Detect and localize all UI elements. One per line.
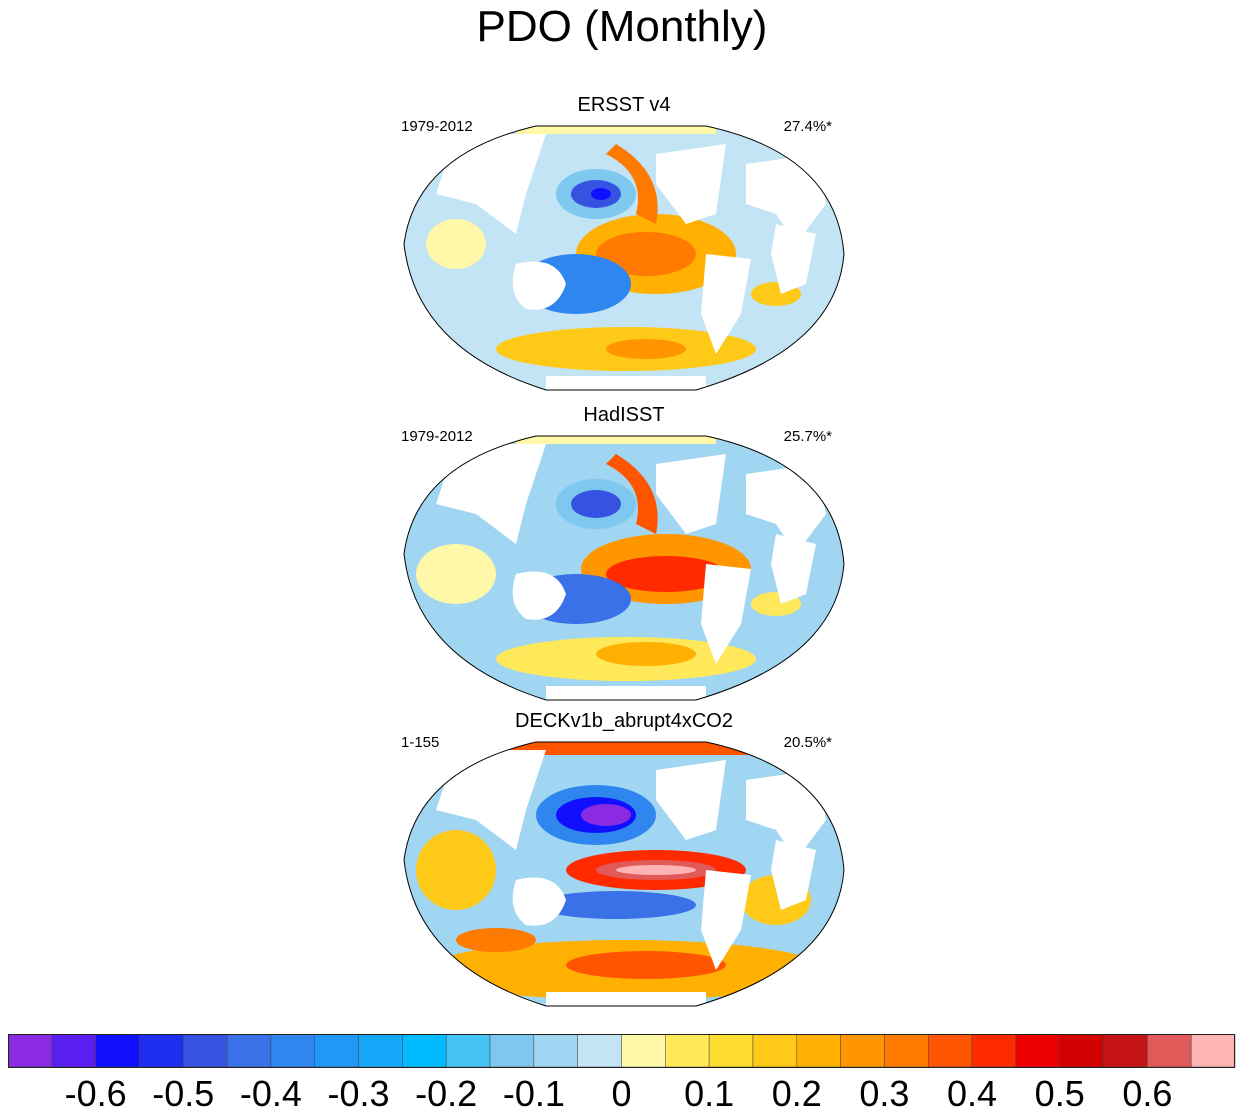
colorbar-swatch <box>971 1034 1017 1068</box>
colorbar-swatch <box>1190 1034 1236 1068</box>
panel-variance: 25.7%* <box>783 428 832 445</box>
colorbar-swatch <box>1103 1034 1148 1068</box>
colorbar-swatch <box>665 1034 710 1068</box>
colorbar-swatch <box>95 1034 140 1068</box>
colorbar-tick-label: 0.4 <box>947 1073 997 1114</box>
figure-title: PDO (Monthly) <box>476 2 768 51</box>
colorbar-tick-label: 0.6 <box>1122 1073 1172 1114</box>
colorbar-swatch <box>1059 1034 1104 1068</box>
colorbar-tick-label: 0.2 <box>772 1073 822 1114</box>
panel-deck: DECKv1b_abrupt4xCO2 1-155 20.5%* <box>396 710 852 1010</box>
colorbar-swatch <box>139 1034 184 1068</box>
colorbar-border <box>8 1034 1235 1068</box>
panel-period: 1-155 <box>401 734 440 751</box>
colorbar-swatch <box>708 1034 754 1068</box>
map-ersst <box>403 125 845 391</box>
panel-period: 1979-2012 <box>401 118 473 135</box>
colorbar-swatch <box>8 1034 53 1068</box>
colorbar-swatch <box>840 1034 885 1068</box>
colorbar-swatch <box>489 1034 535 1068</box>
colorbar-swatch <box>884 1034 929 1068</box>
colorbar-tick-label: -0.6 <box>65 1073 127 1114</box>
colorbar-swatch <box>533 1034 578 1068</box>
map-deck <box>403 741 845 1007</box>
colorbar-tick-label: 0.5 <box>1035 1073 1085 1114</box>
colorbar-swatch <box>752 1034 798 1068</box>
colorbar-swatch <box>621 1034 666 1068</box>
panel-variance: 20.5%* <box>783 734 832 751</box>
colorbar-swatch <box>226 1034 272 1068</box>
colorbar-tick-label: 0.1 <box>684 1073 734 1114</box>
colorbar-swatch <box>928 1034 973 1068</box>
panel-title: HadISST <box>583 404 665 426</box>
colorbar-swatch <box>314 1034 359 1068</box>
colorbar-swatch <box>402 1034 447 1068</box>
colorbar-tick-label: -0.5 <box>152 1073 214 1114</box>
colorbar: -0.6 -0.5 -0.4 -0.3 -0.2 -0.1 0 0.1 0.2 0.3 0.4 0.5… <box>8 1034 1236 1114</box>
colorbar-swatch <box>1015 1034 1060 1068</box>
panel-variance: 27.4%* <box>783 118 832 135</box>
colorbar-tick-label: 0 <box>611 1073 631 1114</box>
colorbar-tick-label: -0.2 <box>415 1073 477 1114</box>
colorbar-tick-label: -0.3 <box>328 1073 390 1114</box>
colorbar-tick-label: -0.1 <box>503 1073 565 1114</box>
colorbar-swatch <box>270 1034 315 1068</box>
colorbar-tick-label: 0.3 <box>859 1073 909 1114</box>
colorbar-tick-label: -0.4 <box>240 1073 302 1114</box>
colorbar-swatch <box>51 1034 96 1068</box>
colorbar-swatch <box>1147 1034 1192 1068</box>
colorbar-swatch <box>577 1034 622 1068</box>
colorbar-swatch <box>445 1034 491 1068</box>
colorbar-swatch <box>796 1034 841 1068</box>
panel-title: DECKv1b_abrupt4xCO2 <box>515 710 733 732</box>
colorbar-swatch <box>358 1034 403 1068</box>
panel-title: ERSST v4 <box>577 94 671 116</box>
panel-period: 1979-2012 <box>401 428 473 445</box>
map-hadisst <box>403 435 845 701</box>
panel-ersst: ERSST v4 1979-2012 27.4%* <box>396 94 852 394</box>
panel-hadisst: HadISST 1979-2012 25.7%* <box>396 404 852 704</box>
colorbar-swatch <box>183 1034 228 1068</box>
